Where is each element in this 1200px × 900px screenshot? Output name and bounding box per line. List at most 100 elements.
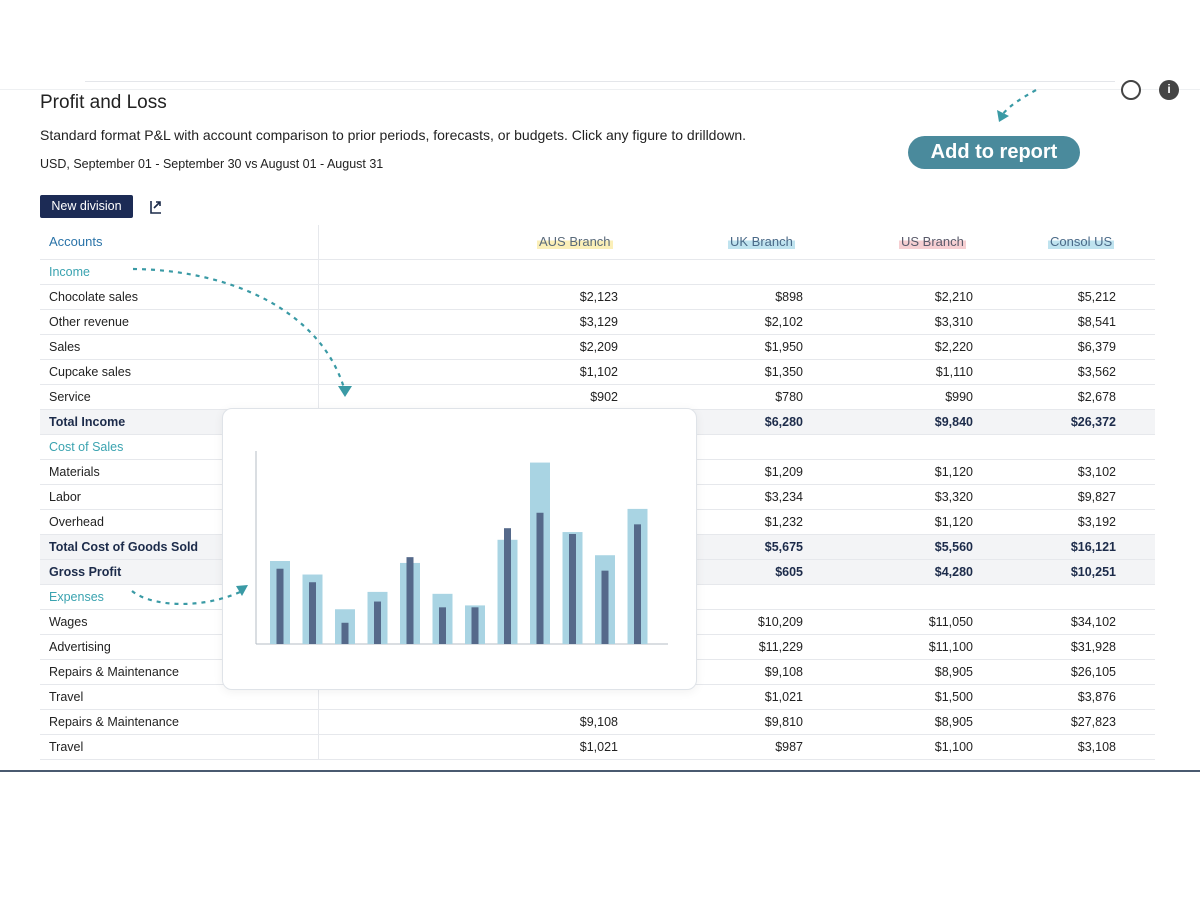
cell-value[interactable]: $2,678 [1077, 390, 1116, 404]
cell-value[interactable]: $8,541 [1077, 315, 1116, 329]
cell-value[interactable]: $780 [775, 390, 803, 404]
cell-value[interactable]: $1,021 [579, 740, 618, 754]
cell-value[interactable]: $27,823 [1070, 715, 1116, 729]
cell-value[interactable]: $11,050 [928, 615, 973, 629]
cell-value[interactable]: $9,827 [1077, 490, 1116, 504]
table-row: Sales $2,209 $1,950 $2,220 $6,379 [40, 335, 1155, 360]
account-label: Other revenue [49, 315, 129, 329]
cell-value[interactable]: $26,372 [1070, 415, 1116, 429]
cell-value[interactable]: $6,280 [764, 415, 803, 429]
cell-value[interactable]: $3,234 [764, 490, 803, 504]
cell-value[interactable]: $1,120 [934, 515, 973, 529]
cell-value[interactable]: $1,021 [764, 690, 803, 704]
cell-value[interactable]: $11,100 [928, 640, 973, 654]
cell-value[interactable]: $2,210 [934, 290, 973, 304]
cell-value[interactable]: $1,120 [934, 465, 973, 479]
cell-value[interactable]: $9,108 [579, 715, 618, 729]
cell-value[interactable]: $5,675 [764, 540, 803, 554]
cell-value[interactable]: $9,810 [764, 715, 803, 729]
cell-value[interactable]: $3,192 [1077, 515, 1116, 529]
cell-value[interactable]: $3,562 [1077, 365, 1116, 379]
cell-value[interactable]: $16,121 [1070, 540, 1116, 554]
export-icon[interactable] [148, 199, 164, 220]
account-label: Expenses [49, 590, 104, 604]
bar-dark [601, 570, 609, 644]
bar-dark [504, 528, 511, 644]
cell-value[interactable]: $990 [945, 390, 973, 404]
cell-value[interactable]: $3,129 [579, 315, 618, 329]
bar-dark [439, 607, 446, 644]
add-report-arrow [1001, 89, 1037, 116]
cell-value[interactable]: $1,950 [764, 340, 803, 354]
top-divider [85, 81, 1115, 82]
add-to-report-button[interactable]: Add to report [908, 136, 1080, 169]
info-circle-icon[interactable] [1159, 80, 1179, 100]
cell-value[interactable]: $1,100 [934, 740, 973, 754]
account-label: Wages [49, 615, 88, 629]
cell-value[interactable]: $1,500 [934, 690, 973, 704]
table-row: Chocolate sales $2,123 $898 $2,210 $5,212 [40, 285, 1155, 310]
new-division-button[interactable]: New division [40, 195, 133, 218]
column-header-us-branch[interactable]: US Branch [899, 234, 966, 249]
cell-value[interactable]: $4,280 [934, 565, 973, 579]
cell-value[interactable]: $605 [775, 565, 803, 579]
column-header-uk-branch[interactable]: UK Branch [728, 234, 795, 249]
cell-value[interactable]: $898 [775, 290, 803, 304]
cell-value[interactable]: $9,840 [934, 415, 973, 429]
cell-value[interactable]: $10,251 [1070, 565, 1116, 579]
table-header-row: Accounts AUS Branch UK Branch US Branch … [40, 225, 1155, 260]
cell-value[interactable]: $902 [590, 390, 618, 404]
cell-value[interactable]: $10,209 [757, 615, 803, 629]
table-row: Other revenue $3,129 $2,102 $3,310 $8,541 [40, 310, 1155, 335]
table-row: Repairs & Maintenance $9,108 $9,810 $8,905 $… [40, 710, 1155, 735]
cell-value[interactable]: $5,212 [1077, 290, 1116, 304]
cell-value[interactable]: $3,310 [934, 315, 973, 329]
column-header-consol-us[interactable]: Consol US [1048, 234, 1115, 249]
cell-value[interactable]: $6,379 [1077, 340, 1116, 354]
cell-value[interactable]: $987 [775, 740, 803, 754]
cell-value[interactable]: $1,350 [764, 365, 803, 379]
cell-value[interactable]: $1,102 [579, 365, 618, 379]
account-label: Travel [49, 740, 84, 754]
column-header-accounts[interactable]: Accounts [49, 234, 103, 249]
cell-value[interactable]: $1,209 [764, 465, 803, 479]
cell-value[interactable]: $3,102 [1077, 465, 1116, 479]
account-label: Labor [49, 490, 81, 504]
cell-value[interactable]: $11,229 [758, 640, 803, 654]
bar-dark [374, 601, 381, 644]
cell-value[interactable]: $2,123 [579, 290, 618, 304]
cell-value[interactable]: $3,320 [934, 490, 973, 504]
cell-value[interactable]: $26,105 [1070, 665, 1116, 679]
account-label: Travel [49, 690, 84, 704]
cell-value[interactable]: $34,102 [1070, 615, 1116, 629]
page-description: Standard format P&L with account compari… [40, 127, 747, 143]
cell-value[interactable]: $5,560 [934, 540, 973, 554]
cell-value[interactable]: $9,108 [764, 665, 803, 679]
account-label: Cupcake sales [49, 365, 131, 379]
page-top-border [0, 89, 1200, 90]
cell-value[interactable]: $2,209 [579, 340, 618, 354]
bar-dark [536, 512, 544, 644]
report-period: USD, September 01 - September 30 vs Augu… [40, 157, 384, 171]
cell-value[interactable]: $1,110 [935, 365, 973, 379]
table-row: Cupcake sales $1,102 $1,350 $1,110 $3,562 [40, 360, 1155, 385]
account-label: Total Cost of Goods Sold [49, 540, 199, 554]
cell-value[interactable]: $3,876 [1077, 690, 1116, 704]
cell-value[interactable]: $2,102 [764, 315, 803, 329]
cell-value[interactable]: $1,232 [764, 515, 803, 529]
cell-value[interactable]: $2,220 [934, 340, 973, 354]
account-label: Income [49, 265, 90, 279]
bar-dark [471, 607, 479, 644]
bar-dark [406, 557, 414, 644]
account-label: Gross Profit [49, 565, 122, 579]
cell-value[interactable]: $31,928 [1070, 640, 1116, 654]
account-label: Materials [49, 465, 100, 479]
column-header-aus-branch[interactable]: AUS Branch [537, 234, 613, 249]
account-label: Cost of Sales [49, 440, 124, 454]
section-row: Income [40, 260, 1155, 285]
cell-value[interactable]: $8,905 [934, 715, 973, 729]
cell-value[interactable]: $3,108 [1077, 740, 1116, 754]
account-label: Service [49, 390, 91, 404]
question-circle-icon[interactable] [1121, 80, 1141, 100]
cell-value[interactable]: $8,905 [934, 665, 973, 679]
